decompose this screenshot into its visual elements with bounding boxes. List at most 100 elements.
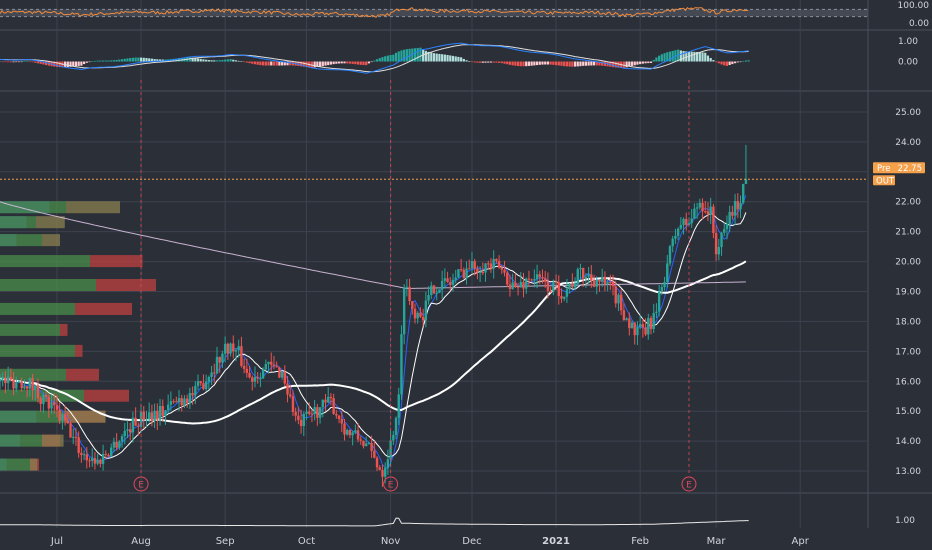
candle-body [554, 281, 558, 283]
moving-average-line [0, 201, 746, 289]
macd-histogram-bar [318, 61, 322, 67]
macd-histogram-bar [123, 58, 126, 62]
macd-histogram-bar [126, 58, 129, 62]
macd-histogram-bar [715, 61, 718, 63]
candle-body [53, 402, 56, 406]
macd-histogram-bar [270, 61, 273, 66]
earnings-marker [681, 476, 697, 492]
macd-histogram-bar [720, 61, 723, 65]
candle-body [9, 376, 13, 380]
candle-body [712, 206, 715, 233]
earnings-label: E [138, 481, 144, 491]
macd-histogram-bar [400, 50, 403, 62]
macd-histogram-bar [215, 60, 219, 62]
macd-histogram-bar [245, 61, 248, 63]
macd-histogram-bar [552, 61, 555, 65]
candle-body [188, 393, 192, 404]
macd-histogram-bar [91, 61, 94, 62]
candle-body [590, 274, 593, 281]
price-tick-label: 16.00 [895, 377, 921, 387]
candle-body [714, 232, 718, 255]
candle-body [492, 258, 495, 269]
macd-histogram-bar [511, 61, 514, 66]
macd-histogram-bar [150, 58, 153, 62]
macd-histogram-bar [232, 59, 235, 62]
candle-body [541, 277, 544, 279]
macd-histogram-bar [522, 61, 525, 67]
macd-histogram-bar [454, 56, 457, 62]
candle-body [565, 289, 569, 297]
macd-histogram-bar [717, 61, 720, 64]
volume-profile-up [0, 234, 42, 247]
volume-profile-down [60, 323, 68, 336]
candle-body [204, 381, 208, 390]
macd-histogram-bar [15, 61, 18, 63]
candle-body [153, 410, 156, 421]
macd-histogram-bar [460, 57, 463, 62]
macd-histogram-bar [671, 50, 674, 62]
macd-histogram-bar [272, 61, 276, 66]
macd-histogram-bar [663, 53, 666, 62]
macd-histogram-bar [544, 61, 547, 65]
macd-histogram-bar [489, 61, 493, 63]
candle-body [527, 278, 531, 280]
macd-histogram-bar [479, 61, 482, 63]
macd-histogram-bar [324, 61, 327, 66]
macd-histogram-bar [587, 61, 590, 66]
candle-body [487, 263, 490, 265]
candle-body [397, 394, 400, 418]
candle-body [557, 282, 560, 297]
macd-histogram-bar [131, 57, 135, 62]
candle-body [731, 211, 734, 216]
moving-average-line [0, 260, 747, 425]
macd-histogram-bar [712, 60, 715, 62]
macd-histogram-bar [42, 61, 45, 65]
volume-profile-up [0, 216, 36, 229]
macd-histogram-bar [603, 61, 606, 66]
macd-histogram-bar [679, 50, 682, 62]
macd-histogram-bar [525, 61, 528, 67]
candle-body [88, 460, 91, 462]
macd-histogram-bar [384, 56, 387, 62]
macd-histogram-bar [668, 51, 672, 62]
candle-body [101, 453, 105, 464]
macd-histogram-bar [560, 61, 563, 66]
candle-body [218, 356, 221, 363]
candle-body [185, 398, 189, 404]
macd-histogram-bar [698, 52, 701, 62]
macd-histogram-bar [343, 61, 346, 64]
macd-pane [0, 42, 750, 74]
candle-body [72, 436, 75, 438]
macd-histogram-bar [655, 57, 658, 62]
volume-profile-up [0, 201, 66, 214]
candles [0, 144, 748, 487]
candle-body [446, 278, 449, 283]
macd-histogram-bar [704, 52, 707, 62]
candle-body [451, 279, 455, 285]
candle-body [126, 429, 129, 431]
macd-histogram-bar [278, 61, 281, 66]
candle-body [302, 413, 305, 427]
macd-histogram-bar [234, 60, 238, 62]
candle-body [129, 429, 132, 433]
macd-histogram-bar [283, 61, 286, 66]
candle-body [701, 202, 704, 212]
macd-histogram-bar [438, 53, 441, 62]
candle-body [291, 396, 295, 412]
candle-body [725, 223, 729, 229]
macd-histogram-bar [156, 59, 159, 62]
candle-body [560, 296, 563, 299]
macd-histogram-bar [237, 60, 240, 62]
candle-body [470, 261, 474, 269]
macd-histogram-bar [392, 54, 395, 62]
candle-body [571, 283, 574, 288]
macd-histogram-bar [297, 61, 300, 66]
macd-tick-label: 1.00 [898, 37, 918, 47]
candle-body [500, 267, 504, 270]
candle-body [435, 292, 438, 294]
candle-body [242, 365, 246, 369]
macd-histogram-bar [622, 61, 625, 68]
